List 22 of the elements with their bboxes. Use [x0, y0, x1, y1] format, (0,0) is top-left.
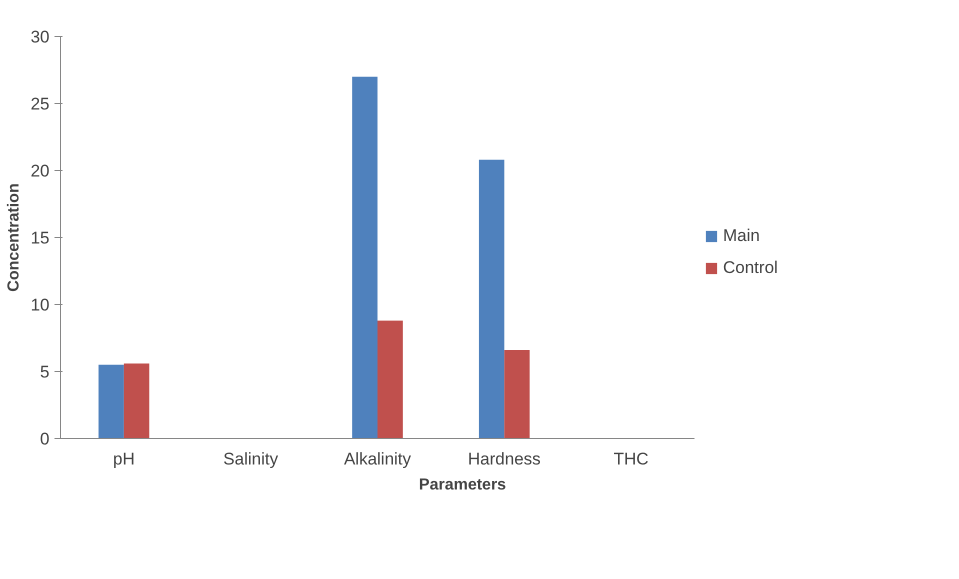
- x-tick-label: pH: [113, 450, 135, 468]
- bar: [98, 364, 124, 438]
- legend-label: Main: [723, 226, 760, 246]
- x-tick-label: Alkalinity: [344, 450, 412, 468]
- bar: [352, 76, 378, 438]
- x-tick-label: Salinity: [223, 450, 279, 468]
- bar: [478, 160, 504, 438]
- x-tick-label: Hardness: [468, 450, 541, 468]
- bar: [504, 350, 530, 438]
- y-tick-label: 20: [30, 162, 50, 180]
- bar: [124, 363, 150, 438]
- y-axis-title: Concentration: [6, 183, 23, 292]
- x-axis-title: Parameters: [418, 476, 506, 494]
- y-tick-label: 15: [30, 228, 50, 248]
- y-tick-label: 10: [30, 296, 50, 314]
- y-tick-label: 0: [40, 430, 50, 448]
- y-tick-label: 5: [40, 362, 50, 382]
- y-tick-label: 25: [30, 94, 50, 114]
- bar: [378, 320, 403, 438]
- legend-label: Control: [723, 258, 778, 278]
- x-tick-label: THC: [614, 450, 649, 468]
- y-tick-label: 30: [30, 28, 50, 46]
